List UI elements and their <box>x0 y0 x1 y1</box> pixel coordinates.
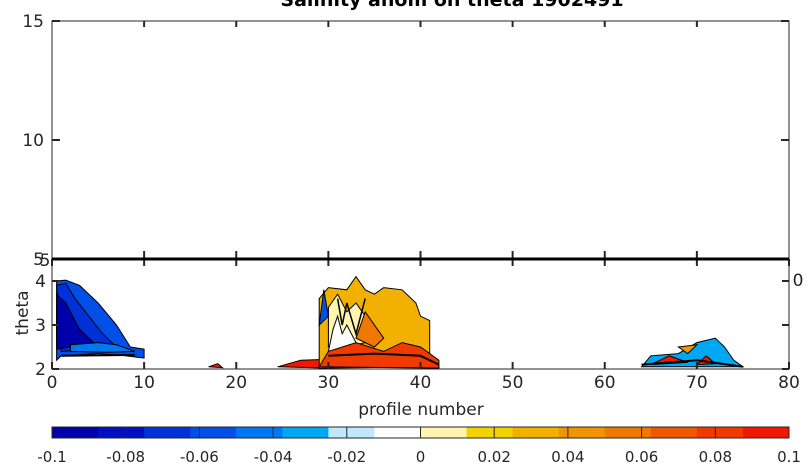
y-tick-label: 3 <box>35 316 46 336</box>
colorbar-swatch <box>742 427 790 438</box>
y-tick-label: 10 <box>22 131 44 151</box>
colorbar-swatch <box>696 427 744 438</box>
colorbar-swatch <box>236 427 283 438</box>
contour-data <box>56 275 745 369</box>
contour-line <box>61 353 135 357</box>
colorbar-tick-label: -0.08 <box>106 448 145 466</box>
chart-title: Salinity anom on theta 1902491 <box>280 0 623 11</box>
colorbar-swatch <box>558 427 606 438</box>
colorbar-tick-label: 0.08 <box>699 448 732 466</box>
x-tick-label: 30 <box>318 373 340 393</box>
colorbar-tick-label: 0.1 <box>777 448 801 466</box>
x-tick-label: 50 <box>502 373 524 393</box>
x-tick-label: 20 <box>225 373 247 393</box>
x-axis-label: profile number <box>358 400 483 420</box>
x-tick-label: 0 <box>47 373 58 393</box>
contour-region <box>318 342 440 369</box>
colorbar-tick-label: -0.02 <box>327 448 366 466</box>
colorbar-swatch <box>420 427 468 438</box>
colorbar-swatch <box>512 427 560 438</box>
upper-axis-labels: 15 10 55 0 <box>22 12 803 291</box>
edge-tick-label: 5 <box>40 251 51 271</box>
contour-region <box>208 363 224 369</box>
y-tick-label: 5 <box>33 250 44 270</box>
colorbar-tick-label: 0 <box>416 448 426 466</box>
colorbar-swatch <box>374 427 421 438</box>
contour-region <box>677 344 699 355</box>
contour-line <box>336 298 366 337</box>
colorbar-tick-label: 0.02 <box>477 448 510 466</box>
contour-region <box>69 342 136 353</box>
y-tick-label: 15 <box>22 12 44 32</box>
upper-plot-area <box>51 20 790 260</box>
colorbar-swatch <box>466 427 514 438</box>
colorbar-swatch <box>604 427 652 438</box>
colorbar-swatch <box>52 427 99 438</box>
contour-line <box>641 359 744 368</box>
colorbar <box>51 426 790 439</box>
colorbar-swatch <box>650 427 698 438</box>
contour-line <box>328 352 440 366</box>
x-tick-label: 80 <box>778 373 800 393</box>
colorbar-swatch <box>190 427 237 438</box>
y-tick-label: 4 <box>35 272 46 292</box>
contour-region <box>355 310 385 348</box>
x-tick-label: 40 <box>410 373 432 393</box>
colorbar-tick-label: 0.06 <box>625 448 658 466</box>
y-axis-label: theta <box>13 291 33 336</box>
colorbar-tick-labels: -0.1 -0.08 -0.06 -0.04 -0.02 0 0.02 0.04 0.06 0.0… <box>37 448 801 466</box>
colorbar-swatch <box>98 427 145 438</box>
colorbar-tick-label: 0.04 <box>551 448 584 466</box>
x-tick-label: 60 <box>594 373 616 393</box>
colorbar-tick-label: -0.04 <box>254 448 293 466</box>
colorbar-tick-label: -0.06 <box>180 448 219 466</box>
colorbar-swatch <box>328 427 375 438</box>
x-tick-label: 70 <box>686 373 708 393</box>
colorbar-tick-label: -0.1 <box>37 448 66 466</box>
edge-tick-label: 0 <box>793 271 804 291</box>
colorbar-swatch <box>144 427 191 438</box>
y-tick-label: 2 <box>35 360 46 380</box>
contour-region <box>318 289 329 327</box>
colorbar-swatch <box>282 427 329 438</box>
x-tick-label: 10 <box>133 373 155 393</box>
